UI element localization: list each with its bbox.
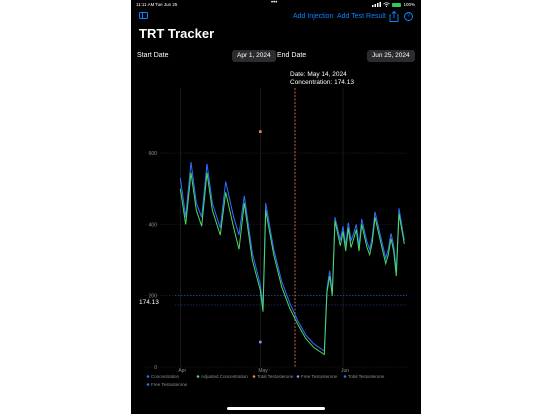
signal-icon	[372, 2, 382, 7]
series-line	[179, 172, 405, 356]
home-indicator[interactable]	[227, 407, 325, 410]
legend-swatch	[296, 375, 300, 378]
y-tick-label: 600	[149, 151, 158, 157]
test-result-point	[259, 130, 262, 133]
reference-lines	[175, 88, 407, 367]
chart-axes: Apr May Jun 0 200 400 600	[149, 151, 350, 374]
legend-label: Adjusted Concentration	[201, 374, 248, 379]
start-date-picker[interactable]: Apr 1, 2024	[232, 50, 276, 62]
legend-swatch	[252, 375, 256, 378]
page-title: TRT Tracker	[139, 26, 215, 41]
battery-icon	[392, 2, 402, 7]
share-icon[interactable]	[389, 11, 399, 22]
selected-value-label: 174.13	[139, 299, 159, 306]
x-tick-label: Jun	[341, 368, 349, 374]
app-screen: 11:11 AM Tue Jun 25 ••• 100% Add Injecti…	[131, 0, 421, 414]
tooltip-concentration: Concentration: 174.13	[290, 79, 354, 86]
status-time: 11:11 AM	[136, 2, 155, 7]
legend-label: Concentration	[151, 374, 180, 379]
concentration-chart[interactable]: Apr May Jun 0 200 400 600 Concentration Adjuste…	[131, 68, 421, 396]
chart-series	[179, 161, 405, 356]
status-indicators: 100%	[372, 2, 415, 7]
tooltip-date: Date: May 14, 2024	[290, 71, 347, 78]
y-tick-label: 200	[149, 294, 158, 300]
legend-label: Free Testosterone	[151, 382, 188, 387]
test-result-markers	[259, 130, 262, 344]
x-tick-label: Apr	[178, 368, 186, 374]
sidebar-toggle-icon[interactable]	[139, 12, 148, 19]
series-line	[179, 161, 405, 352]
end-date-label: End Date	[277, 52, 307, 59]
end-date-picker[interactable]: Jun 25, 2024	[367, 50, 415, 62]
test-result-point	[259, 340, 262, 344]
battery-percent: 100%	[403, 2, 415, 7]
legend-swatch	[343, 375, 347, 378]
chart-grid	[145, 88, 407, 368]
multitasking-dots[interactable]: •••	[271, 0, 278, 6]
legend-label: Total Testosterone	[348, 374, 385, 379]
add-injection-button[interactable]: Add Injection	[293, 13, 334, 20]
legend-swatch	[196, 375, 200, 378]
add-test-result-button[interactable]: Add Test Result	[337, 13, 386, 20]
status-date: Tue Jun 25	[155, 2, 178, 7]
x-tick-label: May	[258, 368, 268, 374]
legend-label: Total Testosterone	[257, 374, 294, 379]
legend-swatch	[146, 383, 150, 386]
legend-label: Free Testosterone	[301, 374, 338, 379]
wifi-icon	[383, 2, 391, 7]
start-date-label: Start Date	[137, 52, 169, 59]
y-tick-label: 400	[149, 222, 158, 228]
help-icon[interactable]: ?	[404, 12, 413, 21]
y-tick-label: 0	[154, 365, 157, 371]
chart-legend: Concentration Adjusted Concentration Total…	[146, 374, 385, 387]
legend-swatch	[146, 375, 150, 378]
